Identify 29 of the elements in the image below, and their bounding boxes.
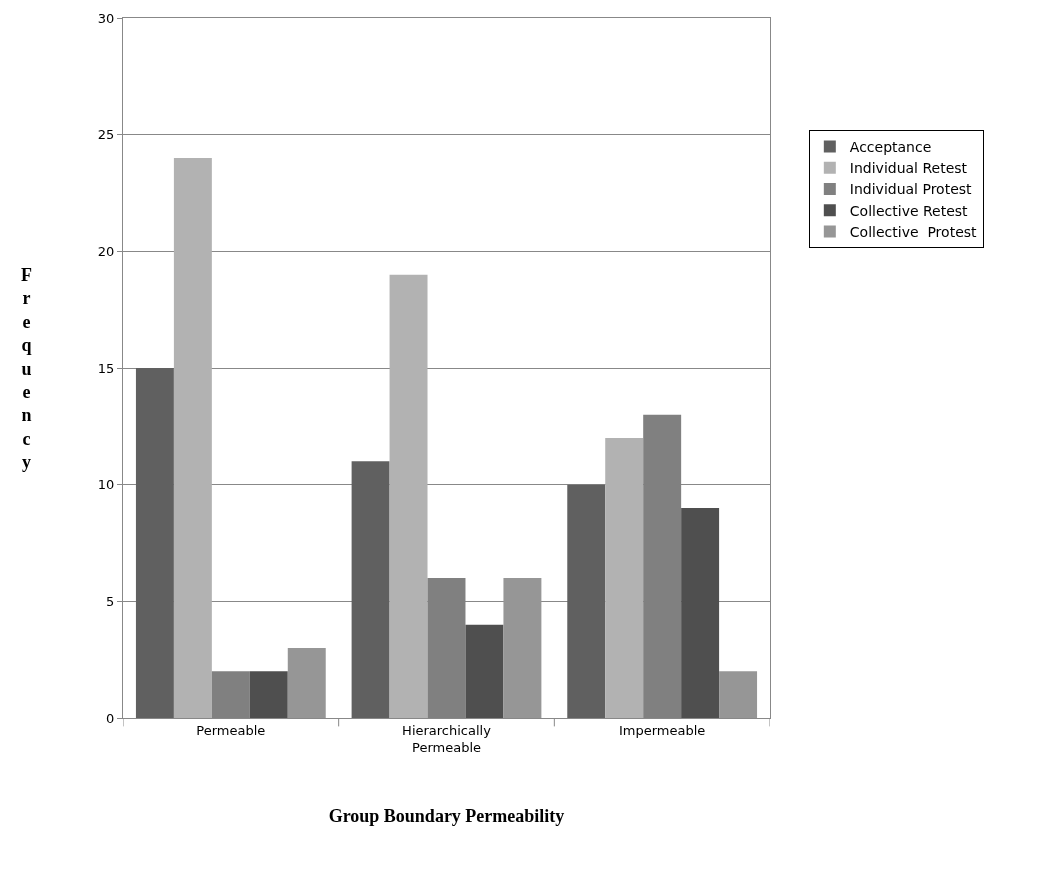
bar [351,461,390,718]
bar [135,368,174,718]
legend-label: Acceptance [849,139,932,156]
y-tick-label: 15 [97,360,115,376]
bar [465,624,504,718]
x-tick-label: Permeable [196,722,266,738]
bar [389,274,428,718]
legend-label: Collective Retest [849,202,969,219]
legend-label: Individual Retest [849,160,968,177]
x-axis-title: Group Boundary Permeability [328,805,565,826]
bar [719,671,758,718]
y-tick-label: 30 [97,10,115,26]
bar [503,578,542,718]
bar [173,158,212,718]
bar [681,508,720,718]
bar [287,648,326,718]
y-tick-label: 20 [97,243,115,259]
y-tick-label: 25 [97,127,115,143]
y-tick-label: 0 [106,710,115,726]
legend-label: Individual Protest [849,181,973,198]
legend-label: Collective Protest [849,223,978,240]
y-tick-label: 5 [106,593,115,609]
text: Frequency [21,265,32,473]
x-tick-label: Impermeable [618,722,706,738]
x-tick-label: Hierarchically Permeable [402,722,492,755]
bar [605,438,644,718]
bar [249,671,288,718]
y-tick-label: 10 [97,477,115,493]
bar [567,484,606,718]
